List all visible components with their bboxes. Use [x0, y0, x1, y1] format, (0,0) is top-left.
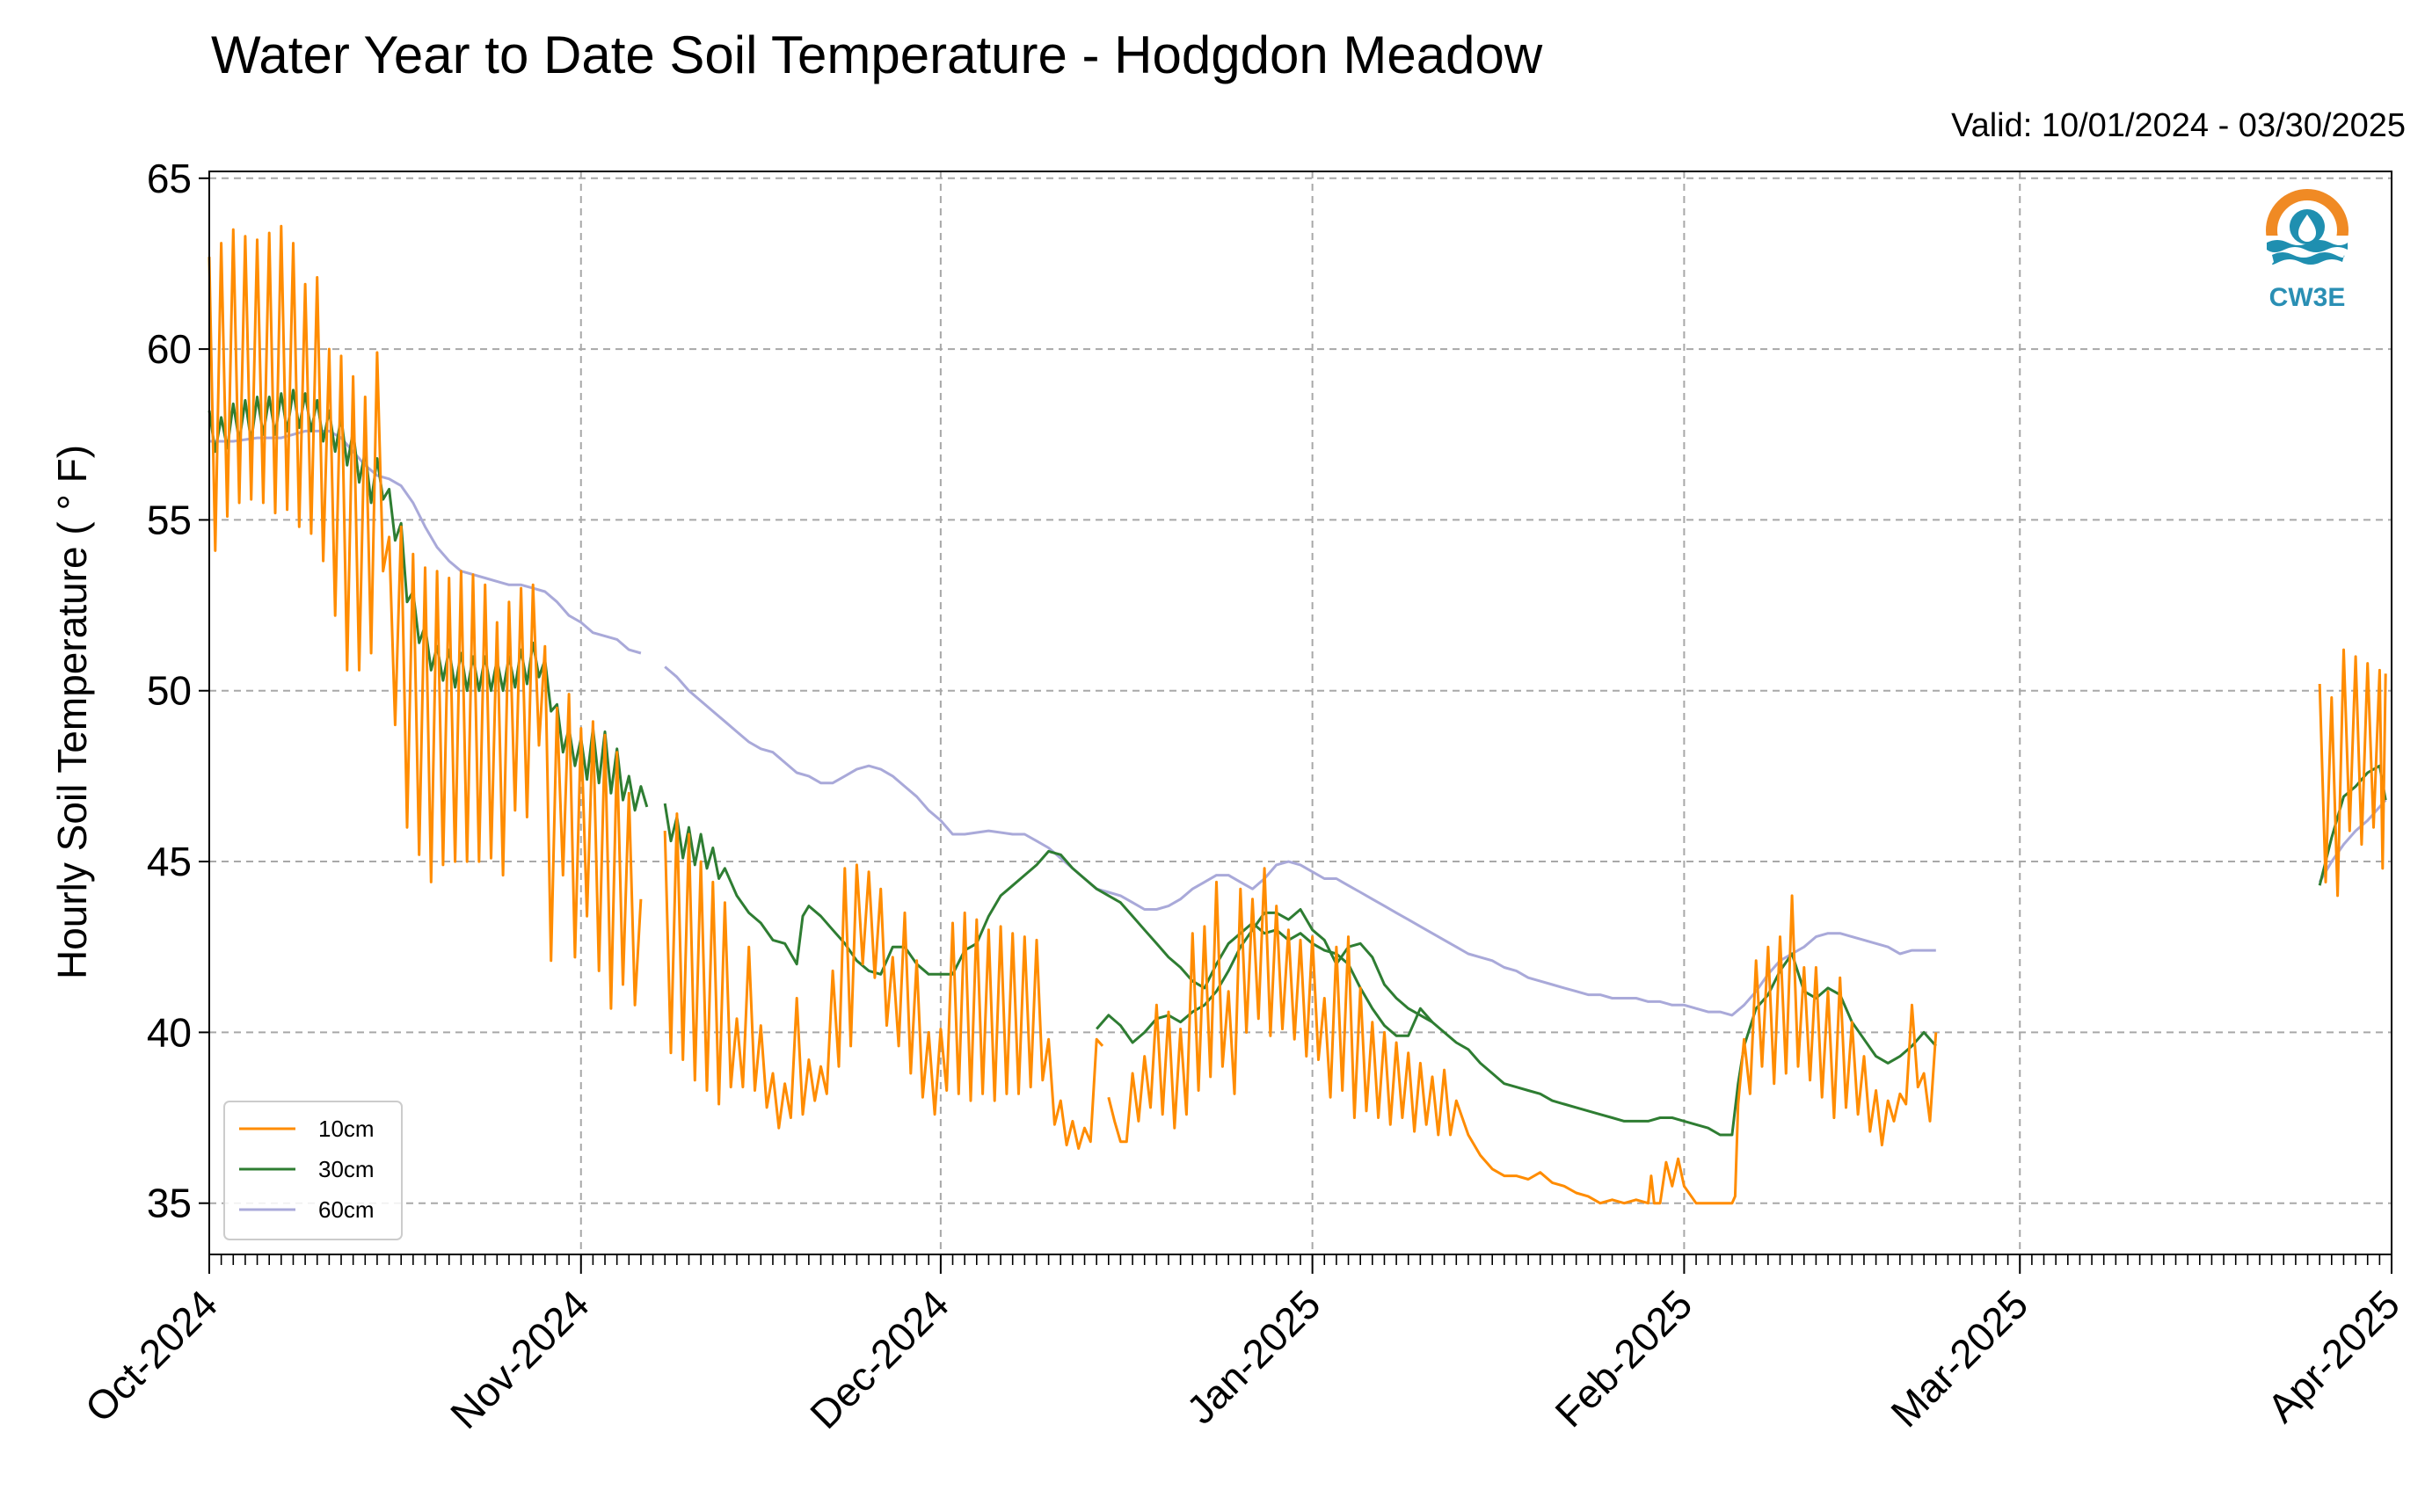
series-line-60cm	[2318, 799, 2387, 883]
x-minor-ticks	[208, 1254, 2392, 1265]
x-tick-label: Nov-2024	[441, 1281, 598, 1437]
x-tick-label: Apr-2025	[2258, 1281, 2408, 1431]
legend-label: 30cm	[318, 1156, 375, 1182]
y-tick-label: 60	[147, 326, 192, 372]
series-lines	[208, 224, 2387, 1205]
y-tick-label: 65	[147, 156, 192, 201]
series-line-30cm	[2318, 764, 2387, 886]
legend-label: 60cm	[318, 1196, 375, 1223]
logo-wave-2	[2272, 252, 2345, 265]
cw3e-logo: CW3E	[2261, 189, 2353, 312]
logo-wave-1	[2267, 240, 2348, 252]
series-line-60cm	[664, 665, 1936, 1017]
x-tick-label: Dec-2024	[801, 1281, 958, 1437]
legend: 10cm 30cm 60cm	[223, 1101, 403, 1240]
legend-label: 10cm	[318, 1116, 375, 1142]
logo-text: CW3E	[2269, 283, 2346, 312]
series-30cm	[208, 389, 2387, 1137]
x-tick-label: Mar-2025	[1882, 1281, 2036, 1436]
y-axis-label: Hourly Soil Temperature ( ° F)	[49, 445, 95, 979]
series-line-10cm	[663, 812, 1104, 1150]
x-tick-label: Feb-2025	[1546, 1281, 1700, 1436]
x-tick-label: Oct-2024	[76, 1281, 227, 1431]
y-tick-label: 40	[147, 1009, 192, 1055]
series-line-10cm	[208, 224, 643, 1010]
y-tick-label: 45	[147, 839, 192, 884]
series-line-10cm	[2318, 648, 2387, 898]
y-tick-label: 35	[147, 1181, 192, 1226]
series-line-30cm	[208, 389, 649, 812]
series-line-10cm	[1107, 867, 1938, 1205]
series-line-30cm	[663, 803, 1434, 1037]
legend-box	[223, 1101, 403, 1240]
series-10cm	[208, 224, 2387, 1205]
water-drop-icon	[2298, 214, 2316, 242]
axes: 35 40 45 50 55 60 65 Oct-2024 Nov-2024 Dec-2024 Ja…	[76, 156, 2409, 1437]
series-60cm	[209, 429, 2387, 1017]
y-tick-label: 50	[147, 668, 192, 714]
valid-date-range: Valid: 10/01/2024 - 03/30/2025	[1951, 107, 2406, 144]
x-tick-label: Jan-2025	[1177, 1281, 1329, 1432]
chart-title: Water Year to Date Soil Temperature - Ho…	[211, 25, 1543, 84]
y-tick-label: 55	[147, 497, 192, 542]
